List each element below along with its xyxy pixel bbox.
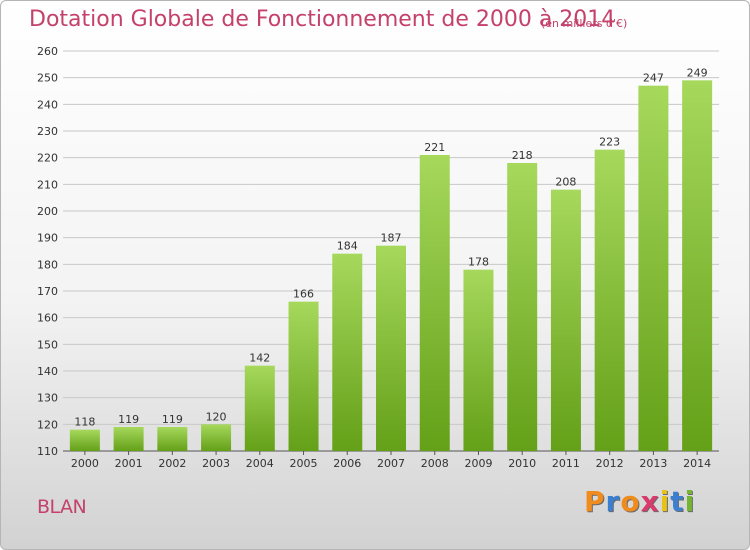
- value-label: 142: [249, 352, 270, 365]
- x-axis-ticks: 2000 2001 2002 2003 2004 2005 2006 2007 2008 2009…: [71, 451, 711, 470]
- y-tick-label: 220: [37, 152, 58, 165]
- value-label: 118: [74, 416, 95, 429]
- value-label: 119: [118, 413, 139, 426]
- y-tick-label: 110: [37, 445, 58, 458]
- value-label: 178: [468, 256, 489, 269]
- value-label: 218: [512, 149, 533, 162]
- value-label: 184: [337, 240, 358, 253]
- bar-2007: [376, 245, 406, 451]
- value-label: 166: [293, 288, 314, 301]
- y-tick-label: 160: [37, 312, 58, 325]
- bar-2000: [69, 429, 100, 451]
- x-tick-label: 2003: [202, 457, 230, 470]
- x-tick-label: 2000: [71, 457, 99, 470]
- x-tick-label: 2004: [246, 457, 274, 470]
- logo-letter: i: [659, 485, 671, 518]
- y-tick-label: 260: [37, 45, 58, 58]
- value-label: 247: [643, 72, 664, 85]
- y-tick-label: 180: [37, 258, 58, 271]
- logo-letter: x: [640, 485, 660, 518]
- x-tick-label: 2007: [377, 457, 405, 470]
- y-tick-label: 210: [37, 178, 58, 191]
- x-tick-label: 2012: [596, 457, 624, 470]
- value-label: 249: [687, 66, 708, 79]
- y-tick-label: 170: [37, 285, 58, 298]
- bar-2010: [507, 163, 538, 451]
- value-label: 221: [424, 141, 445, 154]
- bar-2009: [463, 269, 494, 451]
- logo-letter: r: [605, 485, 621, 518]
- bar-2001: [113, 427, 144, 451]
- commune-name: BLAN: [37, 496, 87, 518]
- y-tick-label: 140: [37, 365, 58, 378]
- y-tick-label: 240: [37, 98, 58, 111]
- x-tick-label: 2014: [683, 457, 711, 470]
- value-label: 120: [206, 410, 227, 423]
- x-tick-label: 2013: [639, 457, 667, 470]
- y-tick-label: 120: [37, 418, 58, 431]
- x-tick-label: 2002: [158, 457, 186, 470]
- value-label: 119: [162, 413, 183, 426]
- bar-2013: [638, 85, 669, 452]
- x-tick-label: 2008: [421, 457, 449, 470]
- y-tick-label: 230: [37, 125, 58, 138]
- bar-2012: [594, 149, 625, 451]
- x-tick-label: 2001: [115, 457, 143, 470]
- bar-2011: [550, 189, 581, 451]
- y-tick-label: 190: [37, 232, 58, 245]
- x-tick-label: 2006: [333, 457, 361, 470]
- value-label: 208: [555, 176, 576, 189]
- bar-2008: [419, 155, 450, 451]
- logo-letter: o: [620, 485, 641, 518]
- logo-letter: t: [670, 485, 685, 518]
- x-tick-label: 2010: [508, 457, 536, 470]
- y-tick-label: 130: [37, 392, 58, 405]
- unit-label: (en milliers d'€): [541, 17, 628, 30]
- y-axis-ticks: 110 120 130 140 150 160 170 180 190 200 210 220 230 2…: [37, 45, 58, 458]
- x-tick-label: 2005: [290, 457, 318, 470]
- logo-letter: i: [684, 485, 696, 518]
- logo-letter: P: [584, 485, 606, 518]
- proxiti-logo: Proxiti: [584, 485, 695, 518]
- x-tick-label: 2011: [552, 457, 580, 470]
- y-tick-label: 200: [37, 205, 58, 218]
- x-tick-label: 2009: [464, 457, 492, 470]
- bar-2005: [288, 301, 319, 451]
- chart-title: Dotation Globale de Fonctionnement de 20…: [29, 7, 616, 32]
- y-tick-label: 150: [37, 338, 58, 351]
- value-label: 223: [599, 136, 620, 149]
- value-label: 187: [381, 232, 402, 245]
- bars: [69, 80, 713, 452]
- bar-2003: [201, 424, 232, 451]
- value-labels: 118 119 119 120 142 166 184 187 221 178 218 208 223 2…: [74, 66, 707, 428]
- bar-2002: [157, 427, 188, 451]
- bar-2004: [244, 365, 275, 451]
- bar-2014: [682, 80, 713, 451]
- bar-2006: [332, 253, 363, 451]
- y-tick-label: 250: [37, 72, 58, 85]
